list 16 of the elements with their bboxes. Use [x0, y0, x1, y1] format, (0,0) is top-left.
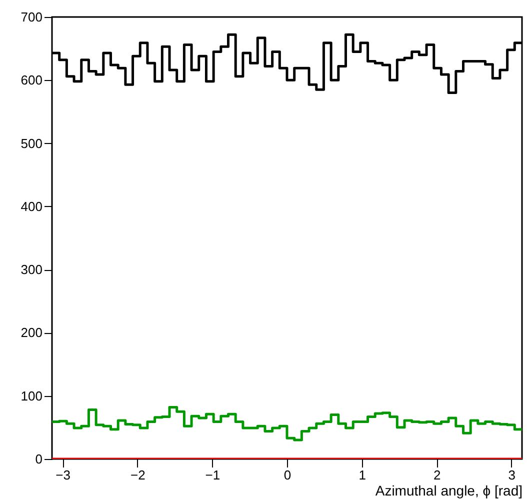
y-tick-label: 200 — [20, 325, 42, 340]
x-tick-label: −3 — [56, 468, 71, 482]
y-tick-label: 0 — [35, 452, 42, 466]
x-tick-label: −1 — [205, 468, 220, 482]
y-tick-label: 100 — [20, 388, 42, 404]
x-tick-label: 2 — [433, 468, 441, 482]
y-tick-label: 700 — [20, 10, 42, 24]
x-axis-title: Azimuthal angle, ϕ [rad] — [375, 482, 522, 498]
x-tick-label: −2 — [130, 468, 146, 482]
y-tick-label: 500 — [20, 136, 42, 151]
x-tick-label: 3 — [508, 468, 516, 482]
y-tick-label: 600 — [20, 72, 42, 88]
x-tick-label: 0 — [284, 468, 292, 482]
y-tick-label: 400 — [20, 198, 42, 214]
y-tick-label: 300 — [20, 262, 42, 278]
x-tick-label: 1 — [358, 468, 366, 482]
